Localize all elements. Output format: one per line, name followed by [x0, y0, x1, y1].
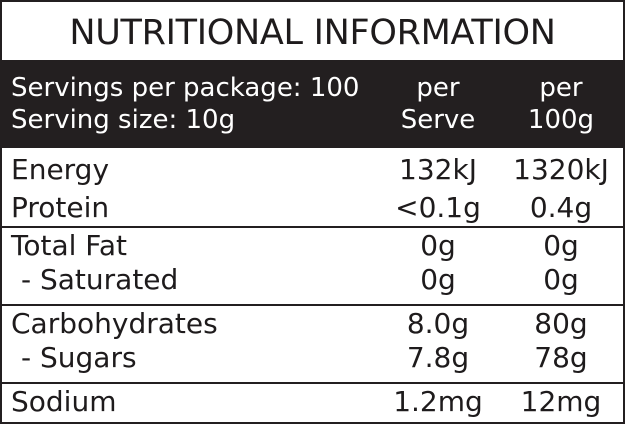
row-divider [2, 382, 623, 384]
nutrient-name: Protein [11, 191, 110, 224]
row-divider [2, 226, 623, 228]
nutrient-name: Carbohydrates [11, 307, 218, 340]
table-row: Sodium 1.2mg 12mg [2, 384, 623, 420]
table-row: Protein <0.1g 0.4g [2, 190, 623, 226]
per-serve-heading-line2: Serve [400, 105, 476, 135]
table-row: Energy 132kJ 1320kJ [2, 152, 623, 188]
per-100g-value: 0g [543, 263, 579, 296]
nutrient-name: - Sugars [21, 341, 137, 374]
per-100g-value: 78g [534, 341, 588, 374]
nutrient-name: Energy [11, 153, 110, 186]
per-100g-heading-line2: 100g [527, 105, 595, 135]
servings-per-package: Servings per package: 100 [11, 73, 360, 103]
nutrient-name: Sodium [11, 385, 117, 418]
per-serve-value: 1.2mg [393, 385, 483, 418]
header-divider [2, 146, 623, 148]
per-100g-value: 0g [543, 229, 579, 262]
per-100g-value: 80g [534, 307, 588, 340]
per-100g-value: 1320kJ [513, 153, 609, 186]
table-row: Carbohydrates 8.0g 80g [2, 306, 623, 342]
per-100g-value: 0.4g [529, 191, 593, 224]
serving-size: Serving size: 10g [11, 105, 236, 135]
per-serve-value: 0g [420, 229, 456, 262]
per-serve-value: 8.0g [406, 307, 470, 340]
per-serve-value: 7.8g [406, 341, 470, 374]
per-serve-value: <0.1g [395, 191, 481, 224]
nutrient-name: Total Fat [11, 229, 127, 262]
table-row: - Sugars 7.8g 78g [2, 340, 623, 376]
table-row: - Saturated 0g 0g [2, 262, 623, 298]
per-serve-value: 132kJ [399, 153, 477, 186]
per-serve-heading-line1: per [416, 73, 460, 103]
per-100g-heading-line1: per [539, 73, 583, 103]
per-100g-value: 12mg [520, 385, 602, 418]
per-serve-value: 0g [420, 263, 456, 296]
table-row: Total Fat 0g 0g [2, 228, 623, 264]
panel-header: Servings per package: 100 Serving size: … [2, 60, 623, 146]
panel-title: NUTRITIONAL INFORMATION [69, 13, 556, 53]
nutrient-name: - Saturated [21, 263, 179, 296]
row-divider [2, 304, 623, 306]
